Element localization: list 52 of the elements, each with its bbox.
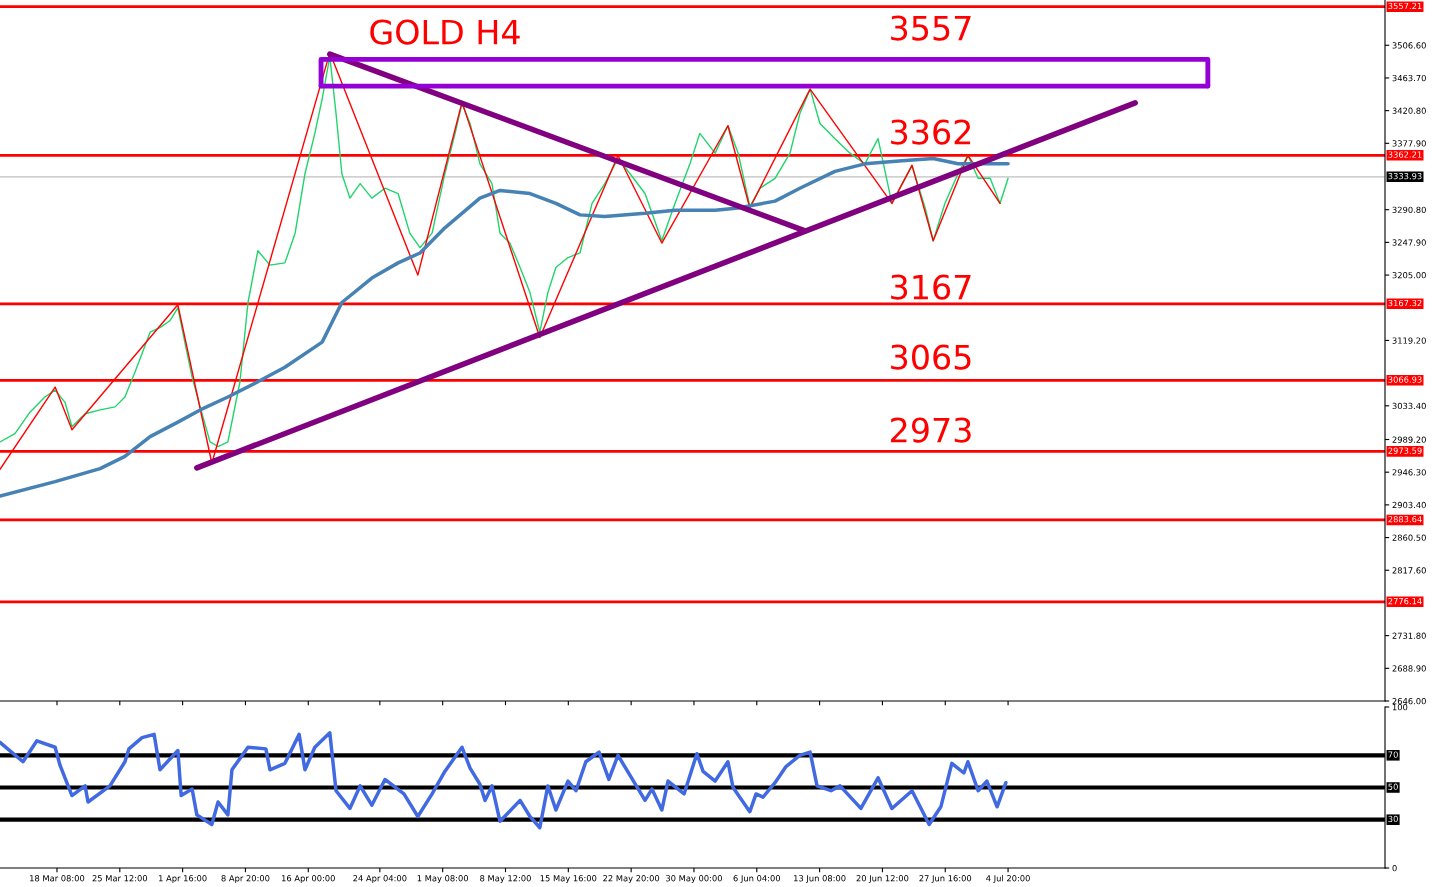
x-tick-label: 24 Apr 04:00 [353,875,407,884]
x-tick-label: 30 May 00:00 [666,875,722,884]
y-tick-label: 3247.90 [1392,239,1426,246]
y-tick-label: 2946.30 [1392,469,1426,476]
ref-line-label: 2776.14 [1388,597,1422,605]
y-tick-label: 2731.80 [1392,632,1426,639]
y-tick-label: 0 [1392,864,1397,872]
ref-line-label: 2883.64 [1388,516,1422,523]
ref-line-label: 3167.32 [1388,299,1422,307]
x-tick-label: 1 May 08:00 [417,875,469,884]
y-tick-label: 3463.70 [1392,74,1426,82]
x-tick-label: 6 Jun 04:00 [733,875,781,883]
y-tick-label: 2688.90 [1392,665,1426,672]
x-tick-label: 18 Mar 08:00 [30,875,85,882]
x-tick-label: 22 May 20:00 [603,875,660,884]
y-tick-label: 3033.40 [1392,402,1426,410]
ref-line-label: 50 [1388,783,1398,790]
y-tick-label: 3119.20 [1392,337,1426,344]
ref-line-label: 30 [1388,815,1398,823]
y-tick-label: 100 [1392,703,1408,711]
chart-title: GOLD H4 [370,19,520,45]
ref-line-label: 70 [1388,751,1398,758]
annotation: 3557 [891,15,971,41]
annotation: 2973 [891,417,971,443]
ref-line-label: 3557.21 [1388,2,1422,10]
x-tick-label: 8 May 12:00 [480,875,531,884]
y-tick-label: 2989.20 [1392,436,1426,443]
x-tick-label: 25 Mar 12:00 [92,875,148,882]
x-tick-label: 13 Jun 08:00 [794,875,846,883]
ref-line-label: 3362.21 [1388,151,1422,158]
ref-line-label: 3333.93 [1388,172,1422,180]
y-tick-label: 3420.80 [1392,107,1426,114]
ref-line-label: 2973.59 [1388,447,1422,454]
y-tick-label: 2817.60 [1392,567,1426,574]
x-tick-label: 20 Jun 12:00 [856,875,909,883]
x-tick-label: 4 Jul 20:00 [986,874,1030,883]
x-tick-label: 1 Apr 16:00 [159,875,207,884]
annotation: 3167 [891,274,971,300]
y-tick-label: 3377.90 [1392,140,1426,147]
y-tick-label: 3506.60 [1392,42,1426,49]
y-tick-label: 2646.00 [1392,697,1426,705]
annotation: 3065 [891,344,971,370]
y-tick-label: 2903.40 [1392,501,1426,509]
x-tick-label: 15 May 16:00 [540,875,597,884]
annotation: 3362 [891,119,971,145]
x-tick-label: 8 Apr 20:00 [221,875,270,884]
y-tick-label: 2860.50 [1392,534,1426,541]
x-tick-label: 27 Jun 16:00 [919,875,972,883]
x-tick-label: 16 Apr 00:00 [282,875,335,884]
ref-line-label: 3066.93 [1388,376,1422,383]
y-tick-label: 3205.00 [1392,272,1426,279]
y-tick-label: 3290.80 [1392,206,1426,213]
